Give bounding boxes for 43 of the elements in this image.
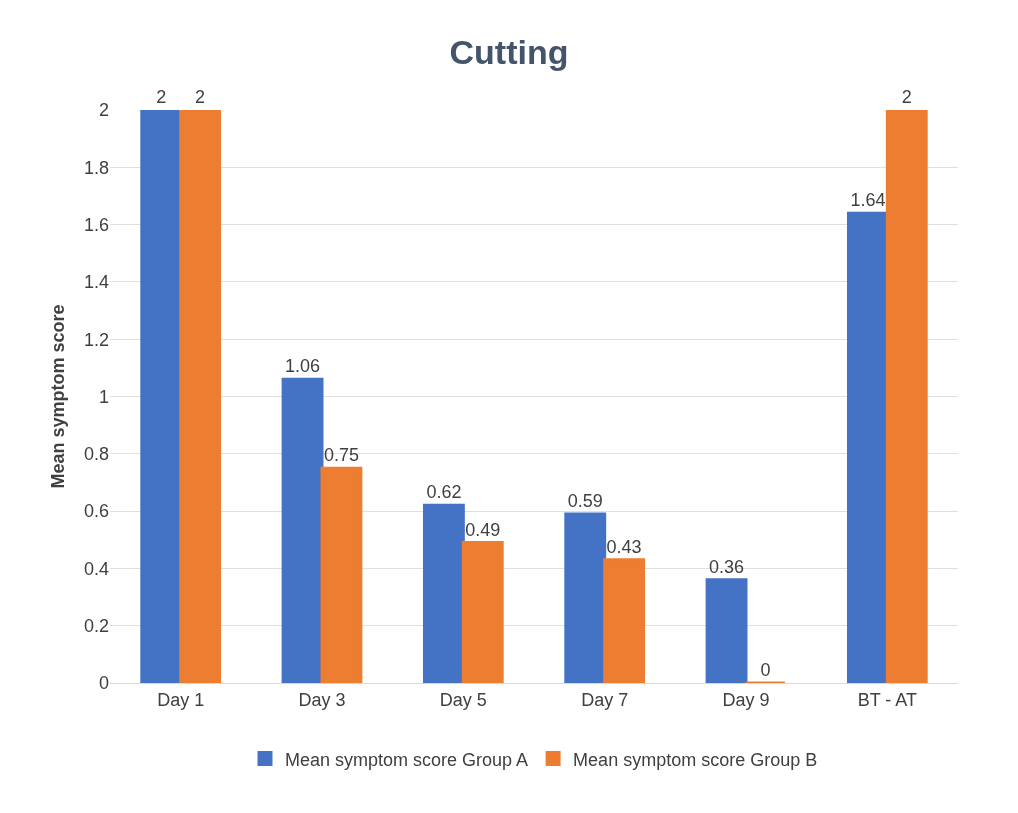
bar <box>885 110 928 683</box>
data-label: 0.75 <box>323 445 359 466</box>
data-label: 2 <box>156 87 167 107</box>
bar <box>179 110 222 683</box>
legend-label: Mean symptom score Group B <box>573 749 818 770</box>
y-tick-label: 1.2 <box>83 329 109 350</box>
data-label: 2 <box>195 87 206 107</box>
data-label: 0.62 <box>426 482 462 503</box>
x-tick-label: Day 7 <box>581 689 629 710</box>
y-tick-label: 1.6 <box>83 214 109 235</box>
legend-label: Mean symptom score Group A <box>285 749 529 770</box>
y-tick-label: 0.2 <box>83 616 109 636</box>
bar <box>564 512 607 683</box>
y-tick-label: 0 <box>98 673 109 694</box>
data-label: 0.36 <box>709 556 745 577</box>
y-tick-label: 0.8 <box>83 444 109 465</box>
x-tick-label: BT - AT <box>857 689 918 710</box>
data-label: 1.64 <box>850 190 886 211</box>
x-tick-label: Day 1 <box>157 689 205 710</box>
y-tick-label: 1.8 <box>83 157 109 178</box>
data-label: 0.43 <box>606 536 642 557</box>
x-tick-label: Day 5 <box>439 689 487 710</box>
bar <box>320 466 363 683</box>
y-tick-label: 1 <box>98 386 109 407</box>
y-tick-label: 0.4 <box>83 558 109 579</box>
data-label: 2 <box>901 87 912 107</box>
y-tick-label: 1.4 <box>83 272 109 293</box>
bar <box>422 503 465 683</box>
bar <box>603 558 646 683</box>
x-tick-label: Day 3 <box>298 689 346 710</box>
y-tick-label: 0.6 <box>83 501 109 522</box>
bar <box>705 578 748 683</box>
y-tick-label: 2 <box>98 100 109 121</box>
data-label: 0.59 <box>567 490 603 511</box>
x-tick-label: Day 9 <box>722 689 770 710</box>
bar <box>846 211 889 683</box>
data-label: 0.49 <box>465 519 501 540</box>
data-label: 0 <box>760 660 771 680</box>
data-label: 1.06 <box>285 356 321 377</box>
chart-title: Cutting <box>449 33 569 72</box>
bar <box>281 377 324 683</box>
bar <box>461 541 504 683</box>
y-axis-title: Mean symptom score <box>48 304 68 489</box>
